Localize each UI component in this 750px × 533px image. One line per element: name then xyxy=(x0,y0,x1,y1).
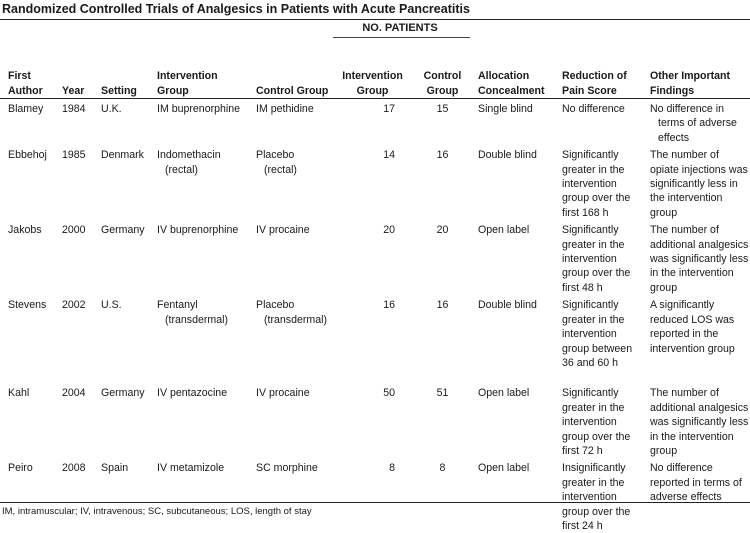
table-cell: IV pentazocine xyxy=(157,387,228,400)
table-cell: 8 xyxy=(439,462,446,475)
table-cell: Open label xyxy=(478,462,530,475)
table-row: Kahl 2004 Germany IV pentazocine IV procaine… xyxy=(0,383,750,458)
table-row: Blamey 1984 U.K. IM buprenorphine IM pethidi… xyxy=(0,99,750,146)
table-cell: 16 xyxy=(436,299,449,312)
table-cell: Placebo (rectal) xyxy=(256,149,297,176)
column-header: Year xyxy=(62,84,85,97)
table-row: Stevens 2002 U.S. Fentanyl (transdermal) Pla… xyxy=(0,295,750,383)
table-cell: Germany xyxy=(101,224,145,237)
table-cell: Ebbehoj xyxy=(8,149,47,162)
table-row: Jakobs 2000 Germany IV buprenorphine IV proc… xyxy=(0,220,750,295)
column-header: Reduction of Pain Score xyxy=(562,70,627,97)
top-rule xyxy=(0,19,750,20)
table-cell: Spain xyxy=(101,462,129,475)
table-cell: No difference xyxy=(562,103,625,115)
table-cell: 51 xyxy=(436,387,449,400)
table-cell: Jakobs xyxy=(8,224,42,237)
table-cell: Germany xyxy=(101,387,145,400)
table-cell: 50 xyxy=(383,387,395,400)
column-header: Control Group xyxy=(256,84,329,97)
table-cell: IV procaine xyxy=(256,387,310,400)
column-header: Other Important Findings xyxy=(650,70,731,97)
table-cell: 2002 xyxy=(62,299,86,312)
table-cell: The number of additional analgesics was … xyxy=(650,387,749,457)
group-header: NO. PATIENTS xyxy=(362,22,438,34)
table-cell: 1984 xyxy=(62,103,86,115)
column-header: Control Group xyxy=(423,70,462,97)
table-cell: IM pethidine xyxy=(256,103,314,115)
table-cell: No difference in terms of adverse effect… xyxy=(650,103,737,144)
table-cell: 16 xyxy=(436,149,449,162)
table-cell: Blamey xyxy=(8,103,44,115)
table-cell: IV buprenorphine xyxy=(157,224,239,237)
table-cell: The number of additional analgesics was … xyxy=(650,224,749,294)
table-cell: Stevens xyxy=(8,299,47,312)
table-cell: SC morphine xyxy=(256,462,318,475)
table-cell: 14 xyxy=(383,149,395,162)
table-cell: Open label xyxy=(478,387,530,400)
table-row: Ebbehoj 1985 Denmark Indomethacin (rectal) P… xyxy=(0,145,750,220)
table-cell: 1985 xyxy=(62,149,86,162)
table-cell: 15 xyxy=(436,103,449,115)
table-cell: Fentanyl (transdermal) xyxy=(157,299,228,326)
table-cell: Significantly greater in the interventio… xyxy=(562,224,631,294)
table-cell: Denmark xyxy=(101,149,144,162)
footnote: IM, intramuscular; IV, intravenous; SC, … xyxy=(2,506,312,517)
table-cell: 17 xyxy=(383,103,395,115)
table-cell: IV metamizole xyxy=(157,462,225,475)
table-cell: 20 xyxy=(383,224,395,237)
table-cell: Kahl xyxy=(8,387,30,400)
table-cell: U.S. xyxy=(101,299,122,312)
table-cell: IM buprenorphine xyxy=(157,103,241,115)
table-cell: Double blind xyxy=(478,299,537,312)
table-cell: IV procaine xyxy=(256,224,310,237)
table-cell: The number of opiate injections was sign… xyxy=(650,149,748,219)
bottom-rule xyxy=(0,502,750,503)
table-cell: 20 xyxy=(436,224,449,237)
table-cell: Placebo (transdermal) xyxy=(256,299,327,326)
column-header: Intervention Group xyxy=(157,70,218,97)
table-row: Peiro 2008 Spain IV metamizole SC morphine 8 8… xyxy=(0,458,750,533)
trials-table: First Author Year Setting Intervention Grou… xyxy=(0,42,750,533)
table-cell: Double blind xyxy=(478,149,537,162)
column-header: Intervention Group xyxy=(342,70,403,97)
table-cell: Insignificantly greater in the intervent… xyxy=(562,462,631,532)
table-cell: Single blind xyxy=(478,103,533,115)
table-cell: Significantly greater in the interventio… xyxy=(562,387,631,457)
table-cell: 2004 xyxy=(62,387,86,400)
column-header: Allocation Concealment xyxy=(478,70,545,97)
table-cell: Significantly greater in the interventio… xyxy=(562,149,631,219)
table-cell: Peiro xyxy=(8,462,33,475)
table-title: Randomized Controlled Trials of Analgesi… xyxy=(2,2,470,16)
table-cell: Significantly greater in the interventio… xyxy=(562,299,633,369)
table-cell: A significantly reduced LOS was reported… xyxy=(650,299,735,355)
column-header: First Author xyxy=(8,70,43,97)
table-cell: Open label xyxy=(478,224,530,237)
table-cell: U.K. xyxy=(101,103,122,115)
table-cell: Indomethacin (rectal) xyxy=(157,149,221,176)
table-cell: No difference reported in terms of adver… xyxy=(650,462,742,504)
column-header: Setting xyxy=(101,84,137,97)
table-cell: 16 xyxy=(383,299,395,312)
group-header-rule xyxy=(333,37,470,38)
table-cell: 8 xyxy=(389,462,395,475)
table-cell: 2000 xyxy=(62,224,86,237)
table-cell: 2008 xyxy=(62,462,86,475)
